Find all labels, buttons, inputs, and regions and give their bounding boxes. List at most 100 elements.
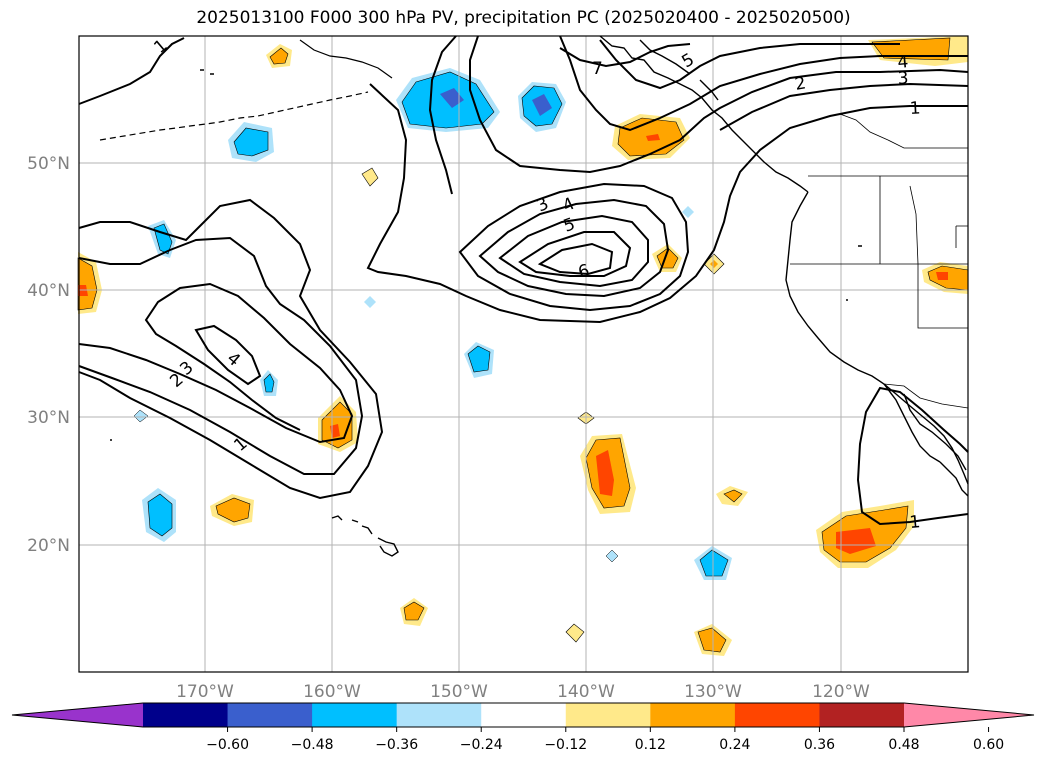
lon-label: 130°W (684, 682, 742, 702)
colorbar-tick-label: −0.24 (460, 737, 503, 753)
colorbar-extension-high (904, 703, 1034, 727)
pv-contour-5 (518, 231, 632, 277)
pv-contour-2 (719, 82, 969, 131)
colorbar-swatch (143, 703, 229, 727)
colorbar-tick-label: −0.60 (206, 737, 249, 753)
lat-label: 40°N (27, 281, 70, 301)
precip-negative-blob (228, 122, 274, 162)
lon-label: 140°W (557, 682, 615, 702)
precip-positive-blob (922, 262, 969, 294)
precip-positive-blob (580, 434, 636, 514)
pv-contour-5 (599, 39, 900, 90)
pv-contour-6 (537, 242, 614, 276)
colorbar-swatch (650, 703, 736, 727)
colorbar-tick-label: 0.48 (888, 737, 919, 753)
colorbar-swatch (565, 703, 651, 727)
alaska-canada-border (839, 113, 968, 149)
precip-positive-blob (210, 494, 254, 526)
precip-positive-blob (816, 500, 914, 568)
hawaii-islands (331, 515, 399, 557)
contour-label: 6 (576, 261, 592, 283)
map-frame (78, 35, 969, 673)
precip-negative-blob (682, 206, 694, 218)
precip-positive-blob (716, 486, 748, 506)
precip-shading (77, 36, 969, 656)
colorbar-tick-label: 0.12 (635, 737, 666, 753)
precip-positive-blob (361, 167, 379, 187)
colorbar-swatch (481, 703, 567, 727)
colorbar-tick-label: −0.12 (544, 737, 587, 753)
pv-contour-3 (469, 35, 969, 174)
lat-label: 50°N (27, 154, 70, 174)
precip-positive-blob (703, 253, 725, 275)
map-title: 2025013100 F000 300 hPa PV, precipitatio… (196, 8, 851, 28)
precip-positive-blob (318, 396, 358, 452)
contour-label: 2 (793, 73, 807, 95)
precip-negative-blob (148, 220, 176, 258)
precip-positive-blob (565, 623, 585, 643)
pv-contour-2 (78, 236, 364, 475)
colorbar-tick-label: −0.36 (375, 737, 418, 753)
contour-label: 1 (909, 512, 922, 533)
contour-label: 5 (561, 214, 578, 236)
colorbar-swatch (819, 703, 905, 727)
contour-label: 7 (592, 59, 603, 79)
pv-contour-1 (856, 386, 969, 526)
colorbar: −0.60 −0.48 −0.36 −0.24 −0.12 0.12 0.24 0.36 0.4… (11, 702, 1035, 753)
precip-negative-blob (260, 370, 278, 396)
alaska-coast (599, 35, 809, 193)
contour-label: 3 (534, 194, 552, 217)
contour-label: 1 (909, 98, 921, 119)
precip-positive-blob (868, 36, 968, 66)
lon-label: 150°W (430, 682, 488, 702)
pv-contour-4 (194, 324, 262, 386)
colorbar-tick-label: 0.60 (973, 737, 1004, 753)
colorbar-outline (11, 702, 1035, 728)
lon-label: 160°W (303, 682, 361, 702)
pv-contour-1 (366, 83, 968, 324)
colorbar-extension-low (12, 703, 143, 727)
state-border (790, 176, 969, 329)
precip-positive-blob (400, 598, 428, 626)
mexico-coast (939, 461, 969, 497)
us-west-coast (785, 191, 969, 485)
precip-negative-blob (364, 296, 376, 308)
aleutian-islands (99, 91, 369, 141)
precip-positive-blob (77, 252, 102, 314)
colorbar-tick-label: −0.48 (291, 737, 334, 753)
colorbar-tick-label: 0.36 (804, 737, 835, 753)
contour-label: 3 (897, 68, 909, 89)
lat-label: 30°N (27, 408, 70, 428)
precip-negative-blob (396, 68, 500, 132)
precip-negative-blob (464, 342, 494, 378)
baja-peninsula (883, 383, 941, 463)
precip-negative-blob (133, 409, 149, 423)
colorbar-swatch (734, 703, 820, 727)
borders (790, 113, 969, 409)
graticule (79, 36, 968, 672)
pv-contour-1 (78, 37, 185, 105)
precip-negative-blob (605, 549, 619, 563)
coastlines (99, 35, 969, 557)
colorbar-swatch (396, 703, 482, 727)
pv-contour-2 (428, 35, 457, 195)
pv-contours (78, 35, 969, 526)
colorbar-swatch (227, 703, 313, 727)
contour-label: 1 (230, 434, 251, 456)
precip-negative-blob (518, 82, 566, 132)
lat-tick-labels: 50°N 40°N 30°N 20°N (27, 154, 70, 556)
us-mexico-border (883, 383, 969, 409)
lon-tick-labels: 170°W 160°W 150°W 140°W 130°W 120°W (176, 682, 870, 702)
pv-contour-3 (458, 182, 690, 312)
pv-contour-4 (559, 35, 968, 132)
pv-contour-1 (78, 198, 384, 500)
lon-label: 120°W (812, 682, 870, 702)
colorbar-tick-label: 0.24 (719, 737, 750, 753)
contour-label: 4 (897, 52, 910, 73)
precip-negative-blob (142, 488, 176, 542)
pv-contour-7 (559, 43, 691, 68)
pv-contour-4 (478, 198, 670, 298)
pv-contour-3 (78, 282, 354, 444)
precip-positive-blob (266, 44, 292, 68)
